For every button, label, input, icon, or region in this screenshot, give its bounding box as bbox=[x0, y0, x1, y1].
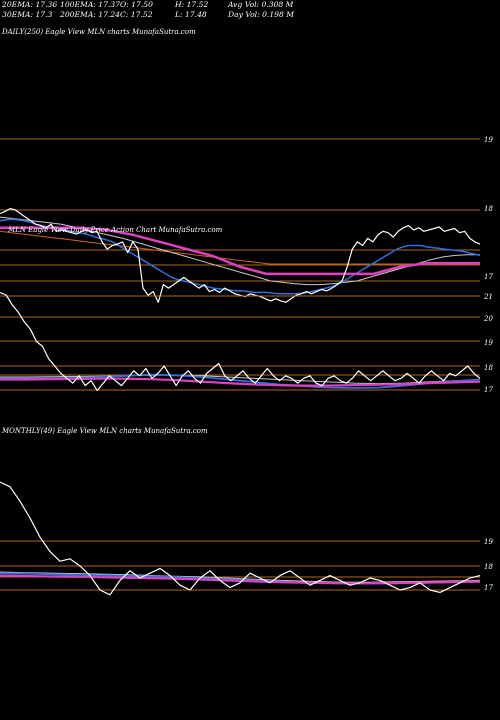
daily-tick-18: 18 bbox=[484, 205, 493, 213]
header-day-vol: Day Vol: 0.198 M bbox=[228, 10, 295, 19]
header-20ema: 20EMA: 17.36 bbox=[2, 0, 58, 9]
daily-overlay-text: MLN Eagle View Daily Price Action Chart … bbox=[7, 226, 223, 234]
header-avg-vol: Avg Vol: 0.308 M bbox=[228, 0, 294, 9]
daily-tick-17: 17 bbox=[484, 273, 493, 281]
header-200ema: 200EMA: 17.24 bbox=[60, 10, 121, 19]
osc-tick-19: 19 bbox=[484, 339, 493, 347]
header-open: O: 17.50 bbox=[120, 0, 153, 9]
daily-panel-title: DAILY(250) Eagle View MLN charts MunafaS… bbox=[2, 28, 196, 36]
monthly-tick-19: 19 bbox=[484, 538, 493, 546]
osc-tick-21: 21 bbox=[483, 293, 493, 301]
osc-price-line bbox=[0, 291, 481, 392]
monthly-tick-17: 17 bbox=[484, 584, 493, 592]
monthly-price-line bbox=[0, 481, 481, 596]
monthly-tick-18: 18 bbox=[484, 563, 493, 571]
daily-ema200-line bbox=[0, 230, 480, 265]
header-low: L: 17.48 bbox=[175, 10, 207, 19]
header-30ema: 30EMA: 17.3 bbox=[2, 10, 53, 19]
osc-tick-17: 17 bbox=[484, 386, 493, 394]
osc-tick-20: 20 bbox=[483, 315, 493, 323]
monthly-gray-line bbox=[0, 571, 481, 583]
monthly-panel-title: MONTHLY(49) Eagle View MLN charts Munafa… bbox=[2, 427, 208, 435]
daily-tick-19: 19 bbox=[484, 136, 493, 144]
daily-price-line bbox=[0, 208, 481, 303]
daily-ema20-line bbox=[0, 218, 481, 295]
osc-tick-18: 18 bbox=[484, 364, 493, 372]
header-100ema: 100EMA: 17.37 bbox=[60, 0, 121, 9]
monthly-magenta-line bbox=[0, 574, 481, 585]
daily-magenta-line bbox=[0, 226, 480, 276]
header-high: H: 17.52 bbox=[175, 0, 209, 9]
osc-magenta-line bbox=[0, 377, 481, 387]
header-close: C: 17.52 bbox=[120, 10, 153, 19]
